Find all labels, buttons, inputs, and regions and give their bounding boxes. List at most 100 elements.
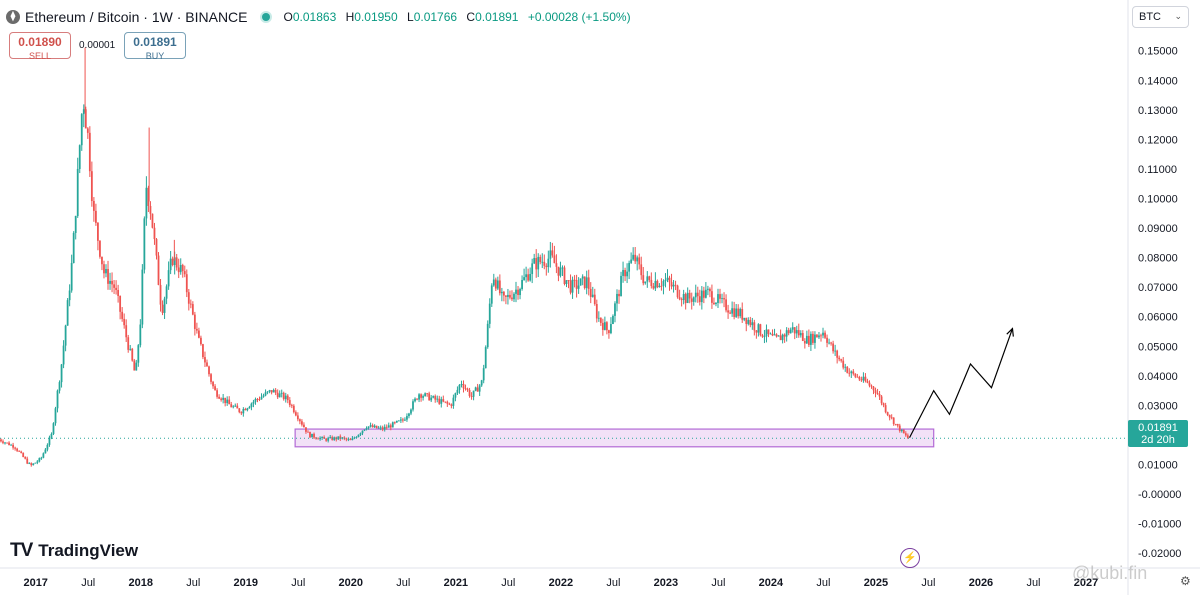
y-tick-label: 0.13000 (1138, 105, 1178, 117)
candle-body (531, 263, 534, 274)
candle-body (88, 132, 91, 172)
candle-body (99, 240, 101, 257)
candle-body (198, 330, 200, 338)
candle-body (119, 295, 122, 312)
candle-body (220, 398, 223, 400)
candle-body (771, 333, 774, 336)
candle-body (161, 304, 164, 313)
ohlc-change: +0.00028 (+1.50%) (527, 10, 631, 24)
candle-body (557, 266, 560, 276)
candle-body (210, 374, 212, 382)
candle-body (432, 396, 435, 398)
candle-body (575, 280, 578, 289)
candle-body (456, 389, 459, 394)
candle-body (826, 337, 828, 343)
candle-body (107, 269, 109, 284)
candle-body (832, 343, 835, 352)
candle-body (767, 329, 770, 334)
candle-body (486, 323, 489, 348)
candle-body (44, 449, 47, 454)
candle-body (177, 267, 180, 273)
candle-body (406, 416, 408, 420)
x-tick-label: 2023 (654, 577, 678, 589)
candle-body (341, 437, 344, 439)
candle-body (355, 437, 358, 438)
candle-body (624, 269, 626, 277)
candle-body (32, 463, 35, 466)
candle-body (494, 279, 497, 289)
candle-body (195, 328, 198, 331)
candle-body (535, 258, 538, 270)
candle-body (537, 256, 540, 270)
buy-button[interactable]: 0.01891 BUY (124, 32, 186, 61)
x-tick-label: Jul (921, 577, 935, 589)
candle-body (547, 258, 550, 268)
current-price-label: 0.01891 (1138, 422, 1178, 434)
candle-body (248, 407, 251, 409)
candle-body (365, 428, 368, 430)
candle-body (12, 444, 14, 448)
sell-price: 0.01890 (18, 35, 62, 49)
candle-body (418, 394, 420, 400)
candle-body (349, 439, 352, 441)
candle-body (101, 256, 103, 265)
candle-body (373, 425, 376, 428)
candle-body (561, 267, 564, 269)
candle-body (305, 427, 307, 432)
candle-body (680, 299, 683, 301)
candle-body (26, 458, 29, 464)
candle-body (595, 304, 598, 319)
candle-body (232, 406, 235, 408)
candle-body (385, 426, 388, 428)
candle-body (141, 269, 144, 325)
tradingview-brand[interactable]: TV TradingView (10, 540, 138, 562)
candle-body (147, 187, 150, 206)
candle-body (904, 433, 907, 436)
candle-body (387, 425, 390, 428)
candle-body (410, 409, 412, 414)
candle-body (159, 284, 162, 305)
candle-body (280, 392, 283, 394)
candle-body (805, 335, 808, 344)
currency-value: BTC (1139, 11, 1161, 23)
candle-body (294, 412, 297, 416)
candle-body (351, 438, 354, 441)
candle-body (731, 308, 734, 314)
candle-body (149, 205, 152, 214)
candle-body (18, 450, 21, 452)
x-tick-label: Jul (186, 577, 200, 589)
candle-body (551, 250, 554, 256)
candle-body (347, 439, 350, 441)
candle-body (605, 322, 608, 331)
candle-body (642, 275, 645, 284)
candle-body (668, 277, 671, 283)
candle-body (791, 327, 794, 330)
candle-body (474, 387, 477, 391)
bolt-icon[interactable]: ⚡ (900, 548, 920, 568)
symbol-title[interactable]: Ethereum / Bitcoin · 1W · BINANCE (25, 9, 248, 25)
x-tick-label: Jul (81, 577, 95, 589)
sell-button[interactable]: 0.01890 SELL (9, 32, 71, 61)
currency-select[interactable]: BTC ⌄ (1132, 6, 1189, 28)
candle-body (278, 393, 281, 398)
candle-body (357, 434, 360, 438)
candle-body (143, 218, 146, 270)
candle-body (426, 393, 429, 395)
candle-body (896, 423, 899, 426)
candle-body (751, 322, 754, 326)
candle-body (870, 385, 873, 387)
candle-body (296, 415, 299, 420)
x-tick-label: Jul (816, 577, 830, 589)
x-tick-label: 2020 (339, 577, 363, 589)
x-tick-label: Jul (711, 577, 725, 589)
candle-body (894, 423, 897, 425)
candle-body (787, 330, 790, 334)
bar-countdown: 2d 20h (1141, 434, 1175, 446)
candle-body (438, 398, 441, 404)
candle-body (555, 263, 558, 267)
y-tick-label: 0.04000 (1138, 371, 1178, 383)
gear-icon[interactable]: ⚙ (1180, 574, 1191, 588)
y-tick-label: 0.09000 (1138, 223, 1178, 235)
candle-body (224, 397, 227, 404)
